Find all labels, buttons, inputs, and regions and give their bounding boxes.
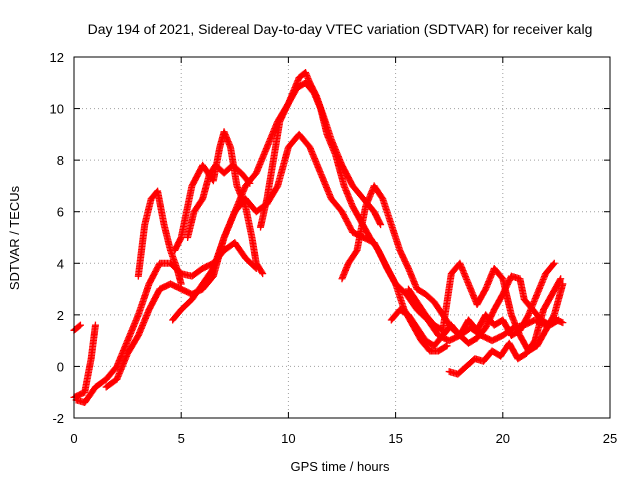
y-tick-label: 4 bbox=[57, 256, 64, 271]
plot-frame bbox=[73, 56, 611, 419]
y-tick-label: 10 bbox=[50, 102, 64, 117]
x-tick-label: 0 bbox=[70, 431, 77, 446]
x-tick-label: 25 bbox=[603, 431, 617, 446]
data-point-arc-m bbox=[556, 276, 564, 284]
data-point-arc-g bbox=[377, 221, 385, 229]
chart-title: Day 194 of 2021, Sidereal Day-to-day VTE… bbox=[88, 21, 593, 37]
y-tick-label: 0 bbox=[57, 359, 64, 374]
data-point-arc-d bbox=[559, 319, 567, 327]
y-tick-label: 8 bbox=[57, 153, 64, 168]
data-point-arc-j bbox=[549, 260, 557, 268]
y-tick-label: -2 bbox=[52, 411, 64, 426]
data-point-arc-f bbox=[258, 268, 266, 276]
x-tick-label: 10 bbox=[281, 431, 295, 446]
grid-lines bbox=[74, 57, 610, 418]
data-points bbox=[70, 68, 567, 407]
x-tick-label: 5 bbox=[178, 431, 185, 446]
data-point-arc-a bbox=[76, 321, 84, 329]
y-tick-label: 2 bbox=[57, 308, 64, 323]
y-tick-label: 12 bbox=[50, 50, 64, 65]
x-tick-label: 15 bbox=[388, 431, 402, 446]
data-point-arc-h bbox=[245, 178, 253, 186]
data-point-arc-h bbox=[246, 179, 254, 187]
data-point-arc-b bbox=[91, 321, 99, 329]
x-axis-label: GPS time / hours bbox=[291, 459, 390, 474]
data-point-arc-f bbox=[259, 270, 267, 278]
data-point-arc-i bbox=[443, 342, 451, 350]
data-point-arc-e bbox=[177, 280, 185, 288]
axis-ticks: 0 5 10 15 20 25 -2 0 2 4 6 8 10 12 bbox=[50, 50, 618, 446]
data-point-arc-k bbox=[553, 317, 561, 325]
y-tick-label: 6 bbox=[57, 205, 64, 220]
data-point-arc-k bbox=[555, 316, 563, 324]
y-axis-label: SDTVAR / TECUs bbox=[7, 185, 22, 290]
data-point-arc-i bbox=[442, 343, 450, 351]
data-point-arc-m bbox=[557, 275, 565, 283]
data-point-arc-j bbox=[550, 259, 558, 267]
x-tick-label: 20 bbox=[496, 431, 510, 446]
data-point-arc-a bbox=[75, 322, 83, 330]
